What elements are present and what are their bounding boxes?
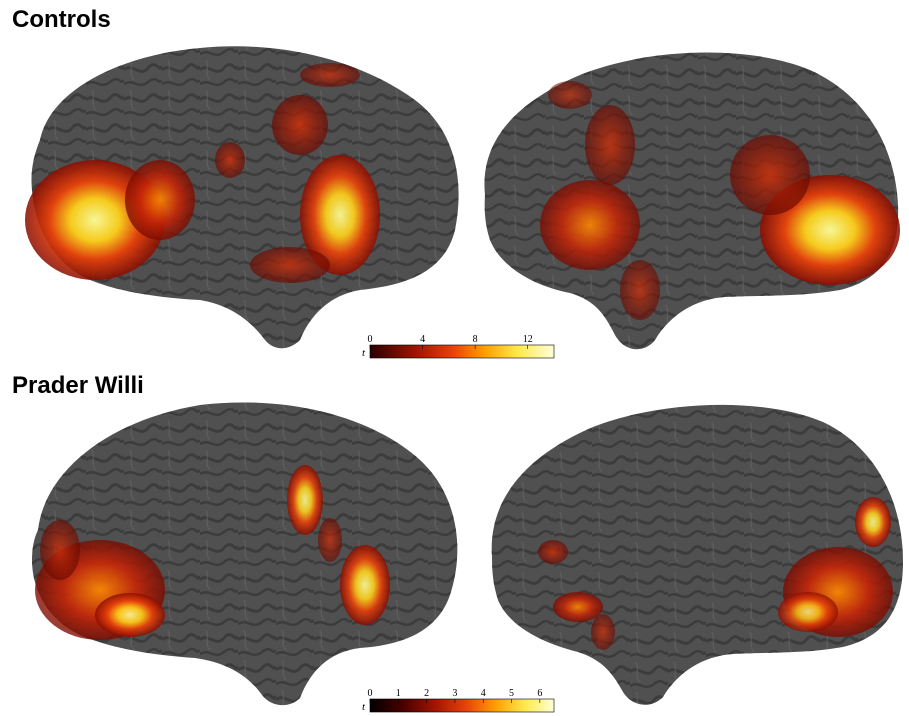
activation-blob <box>95 593 165 637</box>
activation-blob <box>215 142 245 178</box>
activation-blob <box>250 247 330 283</box>
colorbar-prader-willi: t 0 1 2 3 4 5 6 <box>362 688 555 713</box>
colorbar-gradient <box>369 344 555 359</box>
activation-blob <box>585 105 635 185</box>
colorbar-variable-label: t <box>362 701 366 713</box>
colorbar-tick-label: 0 <box>368 334 373 345</box>
colorbar-variable-label: t <box>362 347 366 359</box>
activation-blob <box>272 95 328 155</box>
activation-blob <box>855 497 891 547</box>
brain-right-lateral-controls <box>484 52 900 350</box>
activation-blob <box>300 63 360 87</box>
brain-left-lateral-controls <box>25 46 459 349</box>
activation-blob <box>591 614 615 650</box>
activation-blob <box>40 520 80 580</box>
colorbar-ticks: 0 1 2 3 4 5 6 <box>368 688 542 703</box>
activation-blob <box>548 81 592 109</box>
colorbar-tick-label: 2 <box>424 688 429 699</box>
activation-blob <box>553 592 603 622</box>
colorbar-ticks: 0 4 8 12 <box>368 334 533 349</box>
activation-blob <box>300 155 380 275</box>
activation-blob <box>538 540 568 564</box>
colorbar-controls: t 0 4 8 12 <box>362 334 555 359</box>
colorbar-gradient <box>369 698 555 713</box>
colorbar-tick-label: 3 <box>452 688 457 699</box>
colorbar-tick-label: 4 <box>420 334 425 345</box>
activation-blob <box>125 160 195 240</box>
colorbar-tick-label: 4 <box>481 688 486 699</box>
colorbar-tick-label: 12 <box>523 334 533 345</box>
panel-title-prader-willi: Prader Willi <box>12 372 144 399</box>
activation-blob <box>540 180 640 270</box>
colorbar-tick-label: 0 <box>368 688 373 699</box>
brain-right-lateral-prader-willi <box>491 404 903 705</box>
activation-blob <box>287 465 323 535</box>
colorbar-tick-label: 1 <box>396 688 401 699</box>
activation-blob <box>730 135 810 215</box>
activation-blob <box>778 592 838 632</box>
colorbar-tick-label: 5 <box>509 688 514 699</box>
panel-title-controls: Controls <box>12 6 111 33</box>
activation-blob <box>318 518 342 562</box>
colorbar-tick-label: 6 <box>537 688 542 699</box>
activation-blob <box>620 260 660 320</box>
activation-blob <box>340 545 390 625</box>
brain-left-lateral-prader-willi <box>32 402 458 706</box>
colorbar-tick-label: 8 <box>473 334 478 345</box>
